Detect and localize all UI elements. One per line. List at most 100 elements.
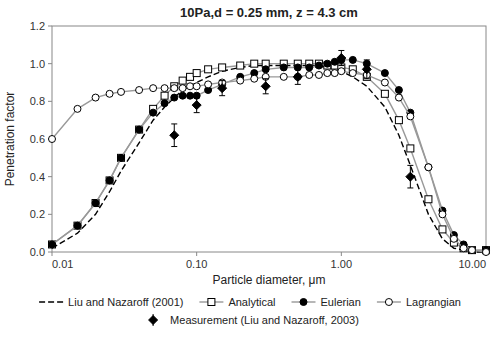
error-bar-cap bbox=[171, 146, 177, 147]
point bbox=[407, 145, 414, 152]
chart: 10Pa,d = 0.25 mm, z = 4.3 cm0.00.20.40.6… bbox=[0, 0, 500, 339]
point bbox=[205, 66, 212, 73]
point bbox=[425, 164, 432, 171]
y-tick-label: 0.4 bbox=[30, 171, 45, 183]
point bbox=[136, 126, 143, 133]
point bbox=[262, 66, 269, 73]
x-tick bbox=[341, 252, 342, 256]
error-bar-cap bbox=[407, 165, 413, 166]
point bbox=[170, 131, 179, 140]
point bbox=[171, 85, 178, 92]
point bbox=[338, 68, 345, 75]
series-0 bbox=[52, 66, 486, 252]
x-tick-label: 10.00 bbox=[458, 258, 486, 270]
point bbox=[450, 235, 457, 242]
legend-item: Measurement (Liu and Nazaroff, 2003) bbox=[149, 314, 359, 326]
x-tick-label: 0.10 bbox=[186, 258, 207, 270]
point bbox=[280, 73, 287, 80]
error-bar-cap bbox=[407, 187, 413, 188]
point bbox=[381, 70, 388, 77]
point bbox=[118, 154, 125, 161]
point bbox=[407, 113, 414, 120]
legend-marker bbox=[208, 299, 215, 306]
point bbox=[118, 88, 125, 95]
point bbox=[150, 85, 157, 92]
point bbox=[280, 64, 287, 71]
background bbox=[0, 0, 500, 339]
point bbox=[331, 70, 338, 77]
point bbox=[74, 105, 81, 112]
error-bar-cap bbox=[219, 95, 225, 96]
legend: Liu and Nazaroff (2001) Analytical Euleria… bbox=[39, 296, 461, 326]
point bbox=[92, 200, 99, 207]
series-2 bbox=[49, 56, 490, 253]
point bbox=[349, 70, 356, 77]
x-tick bbox=[52, 252, 53, 256]
error-bar-cap bbox=[338, 50, 344, 51]
point bbox=[362, 65, 371, 74]
point bbox=[460, 245, 467, 252]
title: 10Pa,d = 0.25 mm, z = 4.3 cm bbox=[180, 5, 358, 20]
point bbox=[425, 196, 432, 203]
point bbox=[179, 85, 186, 92]
point bbox=[161, 100, 168, 107]
point bbox=[161, 92, 168, 99]
y-tick-label: 0.8 bbox=[30, 95, 45, 107]
point bbox=[74, 222, 81, 229]
y-tick-label: 0.6 bbox=[30, 133, 45, 145]
point bbox=[406, 172, 415, 181]
x-tick-label: 0.01 bbox=[52, 258, 73, 270]
point bbox=[425, 164, 432, 171]
point bbox=[468, 247, 475, 254]
point bbox=[171, 94, 178, 101]
point bbox=[251, 60, 258, 67]
error-bar-cap bbox=[171, 123, 177, 124]
error-bar-cap bbox=[219, 80, 225, 81]
point bbox=[324, 70, 331, 77]
point bbox=[251, 75, 258, 82]
series-1 bbox=[49, 60, 490, 253]
point bbox=[193, 83, 200, 90]
y-tick bbox=[48, 101, 52, 102]
point bbox=[395, 117, 402, 124]
axes: 0.00.20.40.60.81.01.20.010.101.0010.00 bbox=[30, 20, 486, 270]
error-bar-cap bbox=[295, 69, 301, 70]
legend-label: Eulerian bbox=[321, 296, 361, 308]
x-tick-label: 1.00 bbox=[331, 258, 352, 270]
point bbox=[315, 62, 322, 69]
point bbox=[187, 92, 194, 99]
point bbox=[439, 226, 446, 233]
point bbox=[136, 126, 143, 133]
point bbox=[395, 87, 402, 94]
point bbox=[179, 92, 186, 99]
point bbox=[49, 241, 56, 248]
error-bar-cap bbox=[295, 84, 301, 85]
point bbox=[293, 72, 302, 81]
point bbox=[118, 154, 125, 161]
legend-marker bbox=[385, 299, 392, 306]
legend-label: Lagrangian bbox=[406, 296, 461, 308]
y-tick bbox=[48, 176, 52, 177]
point bbox=[74, 222, 81, 229]
point bbox=[187, 83, 194, 90]
point bbox=[395, 94, 402, 101]
point bbox=[381, 79, 388, 86]
legend-label: Analytical bbox=[228, 296, 275, 308]
point bbox=[218, 84, 227, 93]
point bbox=[460, 245, 467, 252]
point bbox=[219, 64, 226, 71]
plot-frame bbox=[52, 26, 486, 252]
series-line bbox=[52, 71, 486, 252]
point bbox=[237, 77, 244, 84]
point bbox=[92, 200, 99, 207]
series-3 bbox=[49, 68, 490, 256]
point bbox=[483, 249, 490, 256]
y-axis-label: Penetration factor bbox=[3, 92, 17, 187]
y-tick-label: 0.0 bbox=[30, 246, 45, 258]
legend-label: Liu and Nazaroff (2001) bbox=[68, 296, 183, 308]
legend-item: Analytical bbox=[199, 296, 275, 308]
error-bar-cap bbox=[338, 65, 344, 66]
point bbox=[106, 177, 113, 184]
legend-marker bbox=[149, 316, 158, 325]
point bbox=[136, 87, 143, 94]
